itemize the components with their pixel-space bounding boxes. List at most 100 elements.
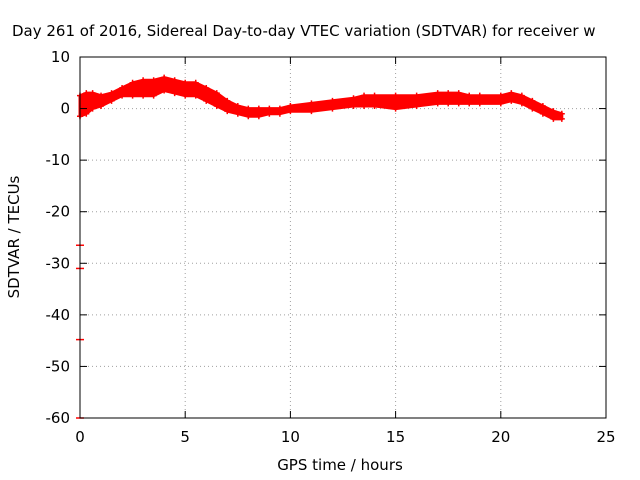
data-point bbox=[108, 90, 115, 97]
x-tick-label: 5 bbox=[180, 428, 190, 446]
y-tick-label: -20 bbox=[46, 203, 71, 221]
data-point bbox=[192, 92, 199, 99]
x-tick-label: 15 bbox=[386, 428, 405, 446]
data-point bbox=[550, 108, 557, 115]
x-tick-label: 25 bbox=[596, 428, 615, 446]
x-tick-label: 0 bbox=[75, 428, 85, 446]
data-point bbox=[329, 97, 336, 104]
data-point bbox=[276, 105, 283, 112]
data-point bbox=[245, 105, 252, 112]
data-point bbox=[308, 100, 315, 107]
data-point bbox=[371, 102, 378, 109]
data-point bbox=[140, 92, 147, 99]
grid-lines bbox=[80, 57, 606, 418]
y-tick-label: -40 bbox=[46, 306, 71, 324]
data-point bbox=[497, 92, 504, 99]
data-point bbox=[89, 90, 96, 97]
data-point bbox=[350, 95, 357, 102]
data-point bbox=[161, 74, 168, 81]
data-point bbox=[445, 100, 452, 107]
data-point bbox=[558, 110, 565, 117]
data-point bbox=[550, 115, 557, 122]
y-tick-label: 10 bbox=[51, 48, 70, 66]
y-tick-label: 0 bbox=[60, 100, 70, 118]
data-point bbox=[161, 87, 168, 94]
data-point bbox=[476, 100, 483, 107]
data-point bbox=[539, 102, 546, 109]
y-tick-label: -60 bbox=[46, 409, 71, 427]
data-point bbox=[413, 92, 420, 99]
y-tick-label: -30 bbox=[46, 254, 71, 272]
data-point bbox=[119, 92, 126, 99]
data-point bbox=[224, 97, 231, 104]
data-point bbox=[361, 92, 368, 99]
data-point bbox=[234, 110, 241, 117]
data-point bbox=[255, 105, 262, 112]
data-point bbox=[287, 108, 294, 115]
data-point bbox=[455, 100, 462, 107]
data-band bbox=[78, 76, 564, 121]
data-point bbox=[255, 113, 262, 120]
data-point bbox=[445, 90, 452, 97]
data-point bbox=[129, 79, 136, 86]
data-point bbox=[497, 100, 504, 107]
data-point bbox=[171, 90, 178, 97]
data-point bbox=[466, 100, 473, 107]
data-point bbox=[529, 105, 536, 112]
data-point bbox=[89, 105, 96, 112]
data-point bbox=[434, 100, 441, 107]
data-point bbox=[539, 110, 546, 117]
data-point bbox=[129, 92, 136, 99]
data-point bbox=[455, 90, 462, 97]
x-axis-label: GPS time / hours bbox=[277, 456, 403, 474]
data-point bbox=[171, 77, 178, 84]
plot-frame bbox=[79, 56, 607, 419]
data-point bbox=[508, 90, 515, 97]
data-point bbox=[150, 92, 157, 99]
data-point bbox=[466, 92, 473, 99]
data-point bbox=[150, 77, 157, 84]
data-point bbox=[98, 92, 105, 99]
data-point bbox=[329, 105, 336, 112]
data-point bbox=[518, 100, 525, 107]
data-point bbox=[83, 90, 90, 97]
data-point bbox=[361, 102, 368, 109]
data-point bbox=[224, 108, 231, 115]
data-point bbox=[413, 102, 420, 109]
data-point bbox=[203, 97, 210, 104]
data-point bbox=[508, 97, 515, 104]
data-point bbox=[276, 110, 283, 117]
data-point bbox=[108, 97, 115, 104]
data-point bbox=[234, 102, 241, 109]
data-point bbox=[192, 79, 199, 86]
axis-ticks: 0 5 10 15 20 25 10 0 -10 -20 -30 -40 -50 -60 bbox=[46, 48, 616, 446]
data-point bbox=[266, 105, 273, 112]
data-point bbox=[518, 92, 525, 99]
x-tick-label: 10 bbox=[281, 428, 300, 446]
data-point bbox=[392, 105, 399, 112]
data-point bbox=[266, 110, 273, 117]
data-point bbox=[287, 102, 294, 109]
data-point bbox=[245, 113, 252, 120]
data-point bbox=[350, 102, 357, 109]
data-point bbox=[119, 84, 126, 91]
data-point bbox=[434, 90, 441, 97]
data-points bbox=[76, 74, 565, 419]
data-point bbox=[213, 90, 220, 97]
data-point bbox=[83, 110, 90, 117]
data-point bbox=[371, 92, 378, 99]
data-point bbox=[140, 77, 147, 84]
chart-title: Day 261 of 2016, Sidereal Day-to-day VTE… bbox=[12, 22, 596, 40]
data-point bbox=[558, 115, 565, 122]
data-point bbox=[392, 92, 399, 99]
data-point bbox=[213, 102, 220, 109]
y-tick-label: -50 bbox=[46, 357, 71, 375]
data-point bbox=[476, 92, 483, 99]
data-point bbox=[98, 102, 105, 109]
y-tick-label: -10 bbox=[46, 151, 71, 169]
data-point bbox=[529, 97, 536, 104]
data-point bbox=[182, 79, 189, 86]
data-point bbox=[203, 84, 210, 91]
data-point bbox=[308, 108, 315, 115]
